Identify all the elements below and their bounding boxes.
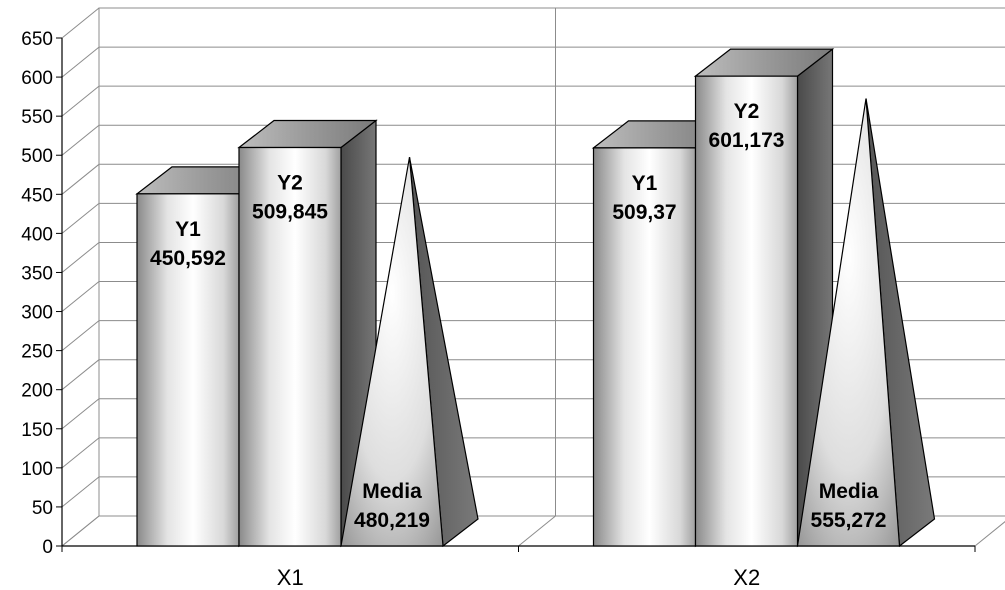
gridline-depth <box>61 476 100 508</box>
y-tick-label: 50 <box>32 498 53 519</box>
data-label-value: 601,173 <box>709 129 785 152</box>
floor-divider <box>974 521 1005 547</box>
gridline-depth <box>61 320 100 352</box>
y-tick-label: 250 <box>21 342 53 363</box>
gridline-depth <box>61 85 100 117</box>
gridline-depth <box>61 202 100 234</box>
y-tick-label: 200 <box>21 381 53 402</box>
bar-y2 <box>694 75 799 547</box>
pyramid-media <box>340 157 444 547</box>
gridline-depth <box>61 124 100 156</box>
pyramid-media <box>796 98 901 547</box>
x-category-label: X2 <box>733 565 760 590</box>
y-tick-label: 100 <box>21 459 53 480</box>
y-tick-label: 350 <box>21 263 53 284</box>
data-label-value: 480,219 <box>354 509 430 532</box>
gridline-depth <box>61 281 100 312</box>
data-label-value: 555,272 <box>811 509 887 532</box>
data-labels: Y1 450,592 Y2 509,845 Media 480,219 Y1 509,37 Y2… <box>150 100 886 532</box>
gridline-depth <box>61 359 100 391</box>
gridline-depth <box>61 163 100 195</box>
bar-y1 <box>592 147 697 547</box>
x-category-label: X1 <box>277 565 304 590</box>
bar-y1 <box>136 193 240 547</box>
data-label-series: Y1 <box>175 218 201 241</box>
data-label-value: 450,592 <box>150 247 226 270</box>
gridline-depth <box>61 46 100 78</box>
y-tick-label: 600 <box>21 68 53 89</box>
data-label-series: Media <box>819 480 879 503</box>
x-axis-category-labels: X1 X2 <box>277 565 760 590</box>
data-marks <box>135 47 936 548</box>
y-tick-label: 500 <box>21 146 53 167</box>
gridline-depth <box>61 398 100 430</box>
gridline-depth <box>61 7 100 39</box>
y-tick-label: 400 <box>21 224 53 245</box>
y-tick-label: 0 <box>42 537 53 558</box>
y-tick-label: 550 <box>21 107 53 128</box>
data-label-series: Y2 <box>277 172 303 195</box>
y-tick-label: 300 <box>21 303 53 324</box>
y-axis-tick-labels: 0 50 100 150 200 250 300 350 400 450 500 550 600 650 <box>21 29 53 558</box>
floor-edge <box>61 515 100 547</box>
data-label-value: 509,845 <box>252 201 328 224</box>
y-tick-label: 450 <box>21 185 53 206</box>
floor-divider <box>518 515 556 547</box>
data-label-value: 509,37 <box>612 201 676 224</box>
data-label-series: Y1 <box>632 172 658 195</box>
gridline-depth <box>61 437 100 469</box>
bar-y2 <box>238 146 342 547</box>
data-label-series: Y2 <box>734 100 760 123</box>
y-tick-label: 650 <box>21 29 53 50</box>
gridline-depth <box>61 242 100 273</box>
data-label-series: Media <box>362 480 422 503</box>
y-tick-label: 150 <box>21 420 53 441</box>
